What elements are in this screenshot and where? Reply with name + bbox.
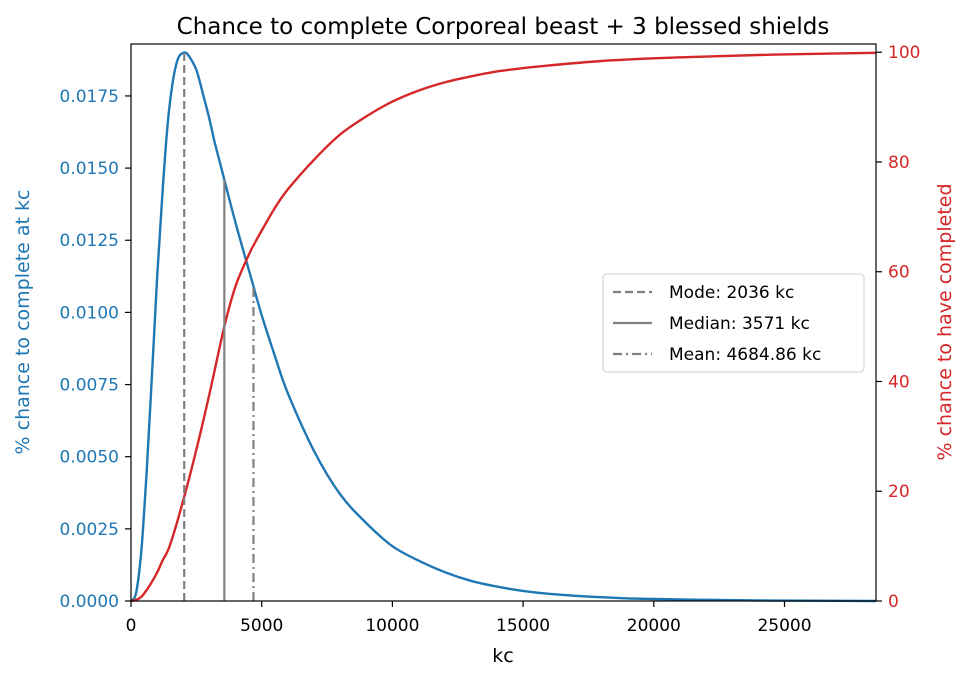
left-y-tick-label: 0.0075: [60, 376, 119, 396]
right-y-tick-label: 20: [888, 482, 910, 502]
legend: Mode: 2036 kc Median: 3571 kc Mean: 4684.8…: [602, 273, 865, 373]
cumulative-line: [130, 51, 877, 603]
left-y-tick-label: 0.0125: [60, 231, 119, 251]
legend-label: Mean: 4684.86 kc: [669, 345, 821, 365]
density-line: [129, 51, 877, 603]
x-tick-label: 25000: [757, 616, 811, 636]
right-y-axis-ticks: 0 20 40 60 80 100: [876, 43, 920, 612]
legend-label: Mode: 2036 kc: [669, 283, 794, 303]
left-y-axis-label: % chance to complete at kc: [12, 190, 34, 455]
series-layer: [129, 51, 877, 603]
left-y-tick-label: 0.0150: [60, 159, 119, 179]
left-y-tick-label: 0.0000: [60, 592, 119, 612]
left-y-tick-label: 0.0050: [60, 448, 119, 468]
x-tick-label: 15000: [496, 616, 550, 636]
legend-label: Median: 3571 kc: [669, 314, 810, 334]
chart-title: Chance to complete Corporeal beast + 3 b…: [177, 14, 830, 40]
plot-area: [129, 43, 877, 603]
x-axis-label: kc: [492, 645, 513, 667]
right-y-tick-label: 80: [888, 153, 910, 173]
right-y-tick-label: 60: [888, 263, 910, 283]
x-axis-ticks: 0 5000 10000 15000 20000 25000: [126, 601, 812, 636]
left-y-tick-label: 0.0100: [60, 303, 119, 323]
left-y-tick-label: 0.0025: [60, 520, 119, 540]
right-y-axis-label: % chance to have completed: [934, 183, 956, 460]
right-y-tick-label: 40: [888, 372, 910, 392]
left-y-tick-label: 0.0175: [60, 87, 119, 107]
x-tick-label: 20000: [627, 616, 681, 636]
x-tick-label: 5000: [240, 616, 283, 636]
legend-box: [602, 273, 865, 373]
x-tick-label: 10000: [365, 616, 419, 636]
axes-frame: [130, 43, 877, 602]
marker-layer: [183, 52, 255, 601]
x-tick-label: 0: [126, 616, 137, 636]
right-y-tick-label: 100: [888, 43, 920, 63]
left-y-axis-ticks: 0.0000 0.0025 0.0050 0.0075 0.0100 0.0125 0.01…: [60, 87, 131, 612]
right-y-tick-label: 0: [888, 592, 899, 612]
legend-items: Mode: 2036 kc Median: 3571 kc Mean: 4684.8…: [613, 283, 821, 365]
